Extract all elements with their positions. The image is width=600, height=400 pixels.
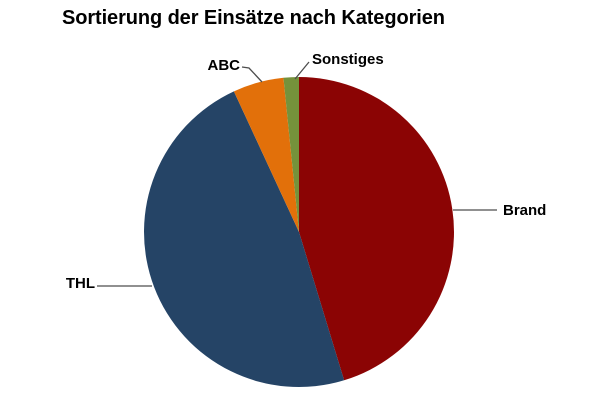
slice-label-brand: Brand [503,202,546,219]
leader-lines [97,61,497,287]
slice-label-thl: THL [66,275,95,292]
chart-title: Sortierung der Einsätze nach Kategorien [62,7,445,29]
pie-slices [144,77,454,387]
leader-line-abc [241,66,263,83]
pie-slice-abc [233,77,299,232]
slice-label-sonstiges: Sonstiges [312,51,384,68]
pie-slice-brand [299,77,454,381]
slice-labels: Brand THL ABC Sonstiges [66,51,547,292]
leader-line-sonstiges [294,61,310,80]
pie-slice-thl [144,91,345,387]
pie-slice-sonstiges [283,77,299,232]
slice-label-abc: ABC [208,57,241,74]
